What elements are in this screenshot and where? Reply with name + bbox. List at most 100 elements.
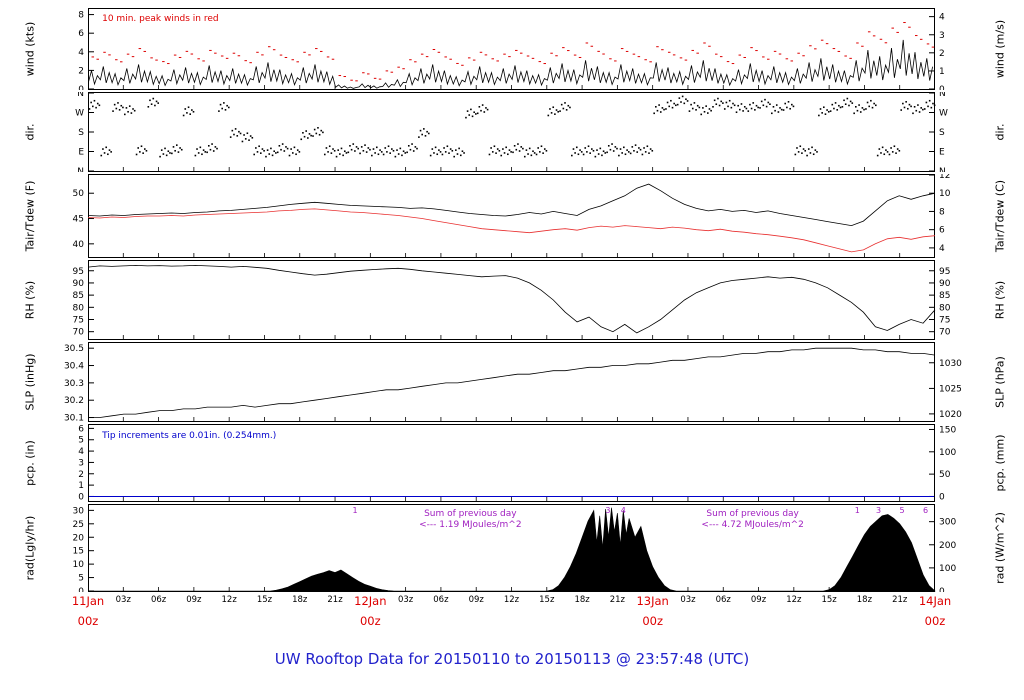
pressure-plot: 30.1 30.2 30.3 30.4 30.5 1020 1025 1030: [64, 342, 962, 422]
svg-text:6: 6: [78, 424, 84, 434]
svg-text:1030: 1030: [939, 359, 962, 369]
svg-text:30.1: 30.1: [64, 414, 84, 422]
wind-plot: 0 2 4 6 8 0 1 2 3 4 10 min. peak winds in red: [78, 8, 945, 90]
x-day-label: 13Jan: [636, 594, 669, 608]
radiation-right-axis-label: rad (W/m^2): [993, 512, 1007, 584]
svg-text:S: S: [939, 128, 945, 138]
svg-text:15: 15: [73, 547, 84, 557]
x-hour-tick-label: 21z: [609, 595, 626, 605]
svg-text:40: 40: [73, 240, 85, 250]
svg-text:3: 3: [78, 458, 84, 468]
radiation-annotation: Sum of previous day<--- 4.72 MJoules/m^2: [701, 509, 803, 530]
svg-text:5: 5: [78, 436, 84, 446]
radiation-annotation: Sum of previous day<--- 1.19 MJoules/m^2: [419, 509, 521, 530]
svg-text:S: S: [78, 128, 84, 138]
svg-text:1025: 1025: [939, 384, 962, 394]
svg-text:Tip increments are 0.01in. (0.: Tip increments are 0.01in. (0.254mm.): [101, 431, 276, 441]
svg-text:4: 4: [78, 447, 84, 457]
x-hour-tick-label: 06z: [150, 595, 167, 605]
svg-text:4: 4: [621, 506, 626, 515]
svg-text:3: 3: [939, 31, 945, 41]
svg-text:0: 0: [78, 85, 84, 90]
x-hour-tick-label: 03z: [115, 595, 131, 605]
svg-text:45: 45: [73, 215, 84, 225]
direction-right-axis-label: dir.: [993, 123, 1007, 141]
svg-text:0: 0: [78, 587, 84, 592]
x-day-label: 14Jan: [918, 594, 952, 608]
humidity-plot: 70 75 80 85 90 95 70 75 80 85 90 95: [73, 260, 951, 340]
svg-text:80: 80: [73, 303, 85, 313]
humidity-right-axis-label: RH (%): [993, 280, 1007, 320]
x-hour-tick-label: 15z: [256, 595, 273, 605]
x-hour-tick-label: 21z: [327, 595, 343, 605]
x-day-label: 11Jan: [71, 594, 105, 608]
svg-text:4: 4: [939, 13, 945, 23]
svg-text:85: 85: [73, 291, 84, 301]
x-hour-tick-label: 03z: [680, 595, 696, 605]
svg-text:Sum of previous day: Sum of previous day: [424, 509, 517, 519]
svg-text:0: 0: [939, 85, 945, 90]
svg-text:3: 3: [605, 506, 610, 515]
svg-text:100: 100: [939, 448, 956, 458]
x-hour-tick-label: 18z: [574, 595, 590, 605]
svg-text:30.3: 30.3: [64, 379, 84, 389]
svg-text:W: W: [939, 109, 948, 119]
svg-text:N: N: [77, 167, 84, 172]
svg-text:25: 25: [73, 520, 84, 530]
svg-text:70: 70: [939, 328, 951, 338]
svg-text:3: 3: [876, 506, 881, 515]
svg-text:95: 95: [73, 267, 84, 277]
svg-text:0: 0: [939, 587, 945, 592]
x-day-hour-label: 00z: [642, 614, 663, 628]
svg-text:0: 0: [78, 492, 84, 502]
svg-text:1: 1: [939, 67, 945, 77]
svg-text:10 min. peak winds in red: 10 min. peak winds in red: [102, 14, 219, 24]
temperature-plot: 40 45 50 4 6 8 10 12: [73, 174, 951, 258]
svg-text:70: 70: [73, 328, 85, 338]
svg-text:30.4: 30.4: [64, 362, 84, 372]
svg-text:6: 6: [923, 506, 928, 515]
radiation-panel: rad(Lgly/hr) 0 5 10 15 20 25 30 0 100 200 300 Sum o…: [0, 504, 1024, 592]
x-hour-tick-label: 06z: [715, 595, 731, 605]
svg-text:300: 300: [939, 518, 956, 528]
svg-text:6: 6: [78, 29, 84, 39]
svg-text:30.5: 30.5: [64, 344, 84, 354]
wind-right-axis-label: wind (m/s): [993, 19, 1007, 79]
svg-text:20: 20: [73, 533, 85, 543]
x-hour-tick-label: 18z: [856, 595, 873, 605]
svg-text:90: 90: [939, 279, 951, 289]
x-hour-tick-label: 12z: [221, 595, 237, 605]
precipitation-panel: pcp. (in) 0 1 2 3 4 5 6 0 50 100 150 Tip increments…: [0, 424, 1024, 502]
svg-text:N: N: [77, 92, 84, 99]
x-hour-tick-label: 21z: [892, 595, 908, 605]
svg-text:6: 6: [939, 226, 945, 236]
pressure-right-axis-label: SLP (hPa): [993, 356, 1007, 408]
svg-text:85: 85: [939, 291, 950, 301]
svg-text:12: 12: [939, 174, 950, 181]
svg-text:5: 5: [900, 506, 905, 515]
svg-text:1: 1: [352, 506, 357, 515]
svg-text:W: W: [75, 109, 84, 119]
x-hour-tick-label: 18z: [292, 595, 308, 605]
svg-text:8: 8: [939, 207, 945, 217]
svg-text:<--- 4.72 MJoules/m^2: <--- 4.72 MJoules/m^2: [701, 520, 803, 530]
x-hour-tick-label: 09z: [468, 595, 484, 605]
svg-text:<--- 1.19 MJoules/m^2: <--- 1.19 MJoules/m^2: [419, 520, 521, 530]
x-day-hour-label: 00z: [77, 614, 99, 628]
temperature-panel: Tair/Tdew (F) 40 45 50 4 6 8 10 12 Tair/Tdew (C…: [0, 174, 1024, 258]
svg-text:N: N: [939, 92, 946, 99]
svg-text:1020: 1020: [939, 410, 962, 420]
x-axis: 03z 06z 09z 12z 15z 18z 21z 03z 06z 09z 12z 15z 18z 2…: [0, 592, 1024, 644]
svg-text:4: 4: [939, 244, 945, 254]
x-hour-tick-label: 09z: [750, 595, 767, 605]
precipitation-right-axis-label: pcp. (mm): [993, 434, 1007, 492]
x-hour-tick-label: 06z: [433, 595, 449, 605]
svg-text:150: 150: [939, 425, 956, 435]
svg-text:E: E: [939, 148, 945, 158]
svg-text:100: 100: [939, 564, 956, 574]
x-hour-tick-label: 12z: [786, 595, 802, 605]
